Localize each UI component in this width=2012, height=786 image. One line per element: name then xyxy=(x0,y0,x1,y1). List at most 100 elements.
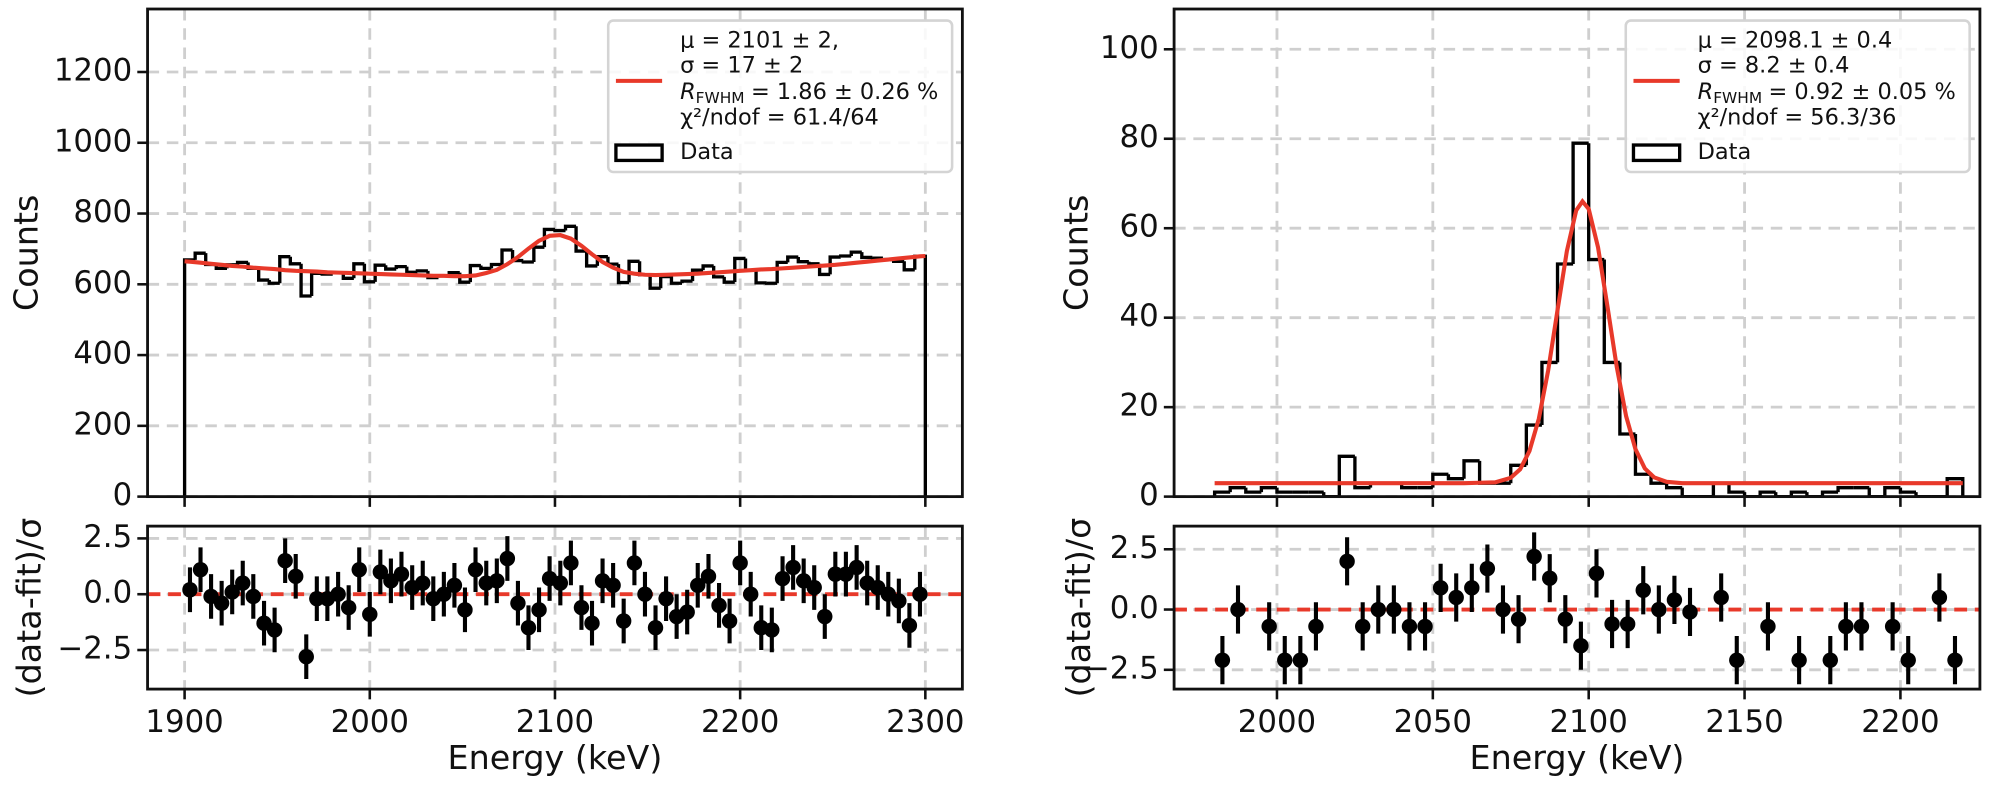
data-point xyxy=(1822,652,1838,668)
data-point xyxy=(192,561,209,578)
y-tick-label: −2.5 xyxy=(57,631,132,667)
x-tick-label: 2200 xyxy=(701,704,779,740)
data-point xyxy=(415,575,431,591)
histogram-bin xyxy=(278,255,291,284)
histogram-bin xyxy=(1337,454,1355,497)
axes-frame xyxy=(146,524,964,691)
data-point xyxy=(1604,616,1620,632)
legend-label: μ = 2101 ± 2, xyxy=(680,28,839,54)
legend-label: χ²/ndof = 56.3/36 xyxy=(1698,105,1897,131)
legend-text: = 0.92 ± 0.05 % xyxy=(1769,78,1956,104)
data-point xyxy=(732,555,748,571)
histogram-bin xyxy=(828,255,841,275)
histogram-bin xyxy=(384,265,397,271)
fit-line xyxy=(1214,197,1963,486)
data-point xyxy=(1401,618,1418,635)
histogram-bin xyxy=(235,260,249,265)
legend-symbol: R xyxy=(680,78,696,104)
histogram-bin xyxy=(288,256,302,266)
histogram-bin xyxy=(1431,472,1449,488)
data-point xyxy=(489,573,505,589)
histogram-bin xyxy=(1805,492,1823,497)
histogram-bin xyxy=(648,274,661,290)
data-point xyxy=(277,553,293,569)
data-point xyxy=(743,586,759,602)
data-point xyxy=(827,566,844,582)
data-point xyxy=(563,555,579,571)
histogram-bin xyxy=(786,255,799,263)
histogram-bin xyxy=(902,261,915,272)
y-tick-label: 800 xyxy=(73,194,132,230)
histogram-bin xyxy=(775,260,788,284)
panel: 2000 2050 2100 2150 2200 2.5 0.0 −2.5 Energy (ke… xyxy=(1059,518,1982,777)
y-tick-label: 200 xyxy=(73,406,132,442)
histogram-bin xyxy=(870,256,883,260)
legend-label: RFWHM = 0.92 ± 0.05 % xyxy=(1698,78,1956,106)
y-tick-label: 600 xyxy=(73,265,132,301)
data-point xyxy=(721,613,738,629)
data-point xyxy=(690,577,706,593)
data-point xyxy=(1573,637,1589,654)
histogram-bin xyxy=(500,248,513,265)
histogram-bin xyxy=(394,264,407,270)
y-tick-label: 0.0 xyxy=(1110,590,1159,626)
histogram-bin xyxy=(807,261,820,266)
data-point xyxy=(1370,601,1386,618)
histogram-bin xyxy=(1555,262,1574,363)
data-point xyxy=(1931,589,1948,606)
data-point xyxy=(235,575,251,591)
plot-area xyxy=(1212,141,1965,497)
histogram-bin xyxy=(1867,487,1885,497)
histogram-bin xyxy=(1883,486,1901,497)
histogram-bin xyxy=(521,260,534,264)
data-point xyxy=(213,595,230,611)
data-point xyxy=(467,561,484,578)
data-point xyxy=(436,586,452,602)
histogram-bin xyxy=(267,280,280,285)
histogram-bin xyxy=(1664,483,1683,490)
histogram-bin xyxy=(299,263,312,298)
histogram-bin xyxy=(1353,456,1371,490)
y-tick-label: 0 xyxy=(113,477,133,513)
histogram-bin xyxy=(1259,486,1277,493)
histogram-bin xyxy=(193,251,206,260)
fit-line xyxy=(184,233,926,279)
legend-label: χ²/ndof = 61.4/64 xyxy=(680,105,879,131)
data-point xyxy=(806,579,822,596)
histogram-bin xyxy=(574,226,587,253)
data-point xyxy=(679,604,695,620)
axes-frame xyxy=(1172,524,1982,691)
data-point xyxy=(362,606,378,623)
histogram-bin xyxy=(182,258,196,497)
data-point xyxy=(1464,580,1480,596)
data-point xyxy=(1542,570,1558,586)
histogram-bin xyxy=(1212,490,1231,497)
data-point xyxy=(637,586,653,602)
legend-label: σ = 8.2 ± 0.4 xyxy=(1698,53,1850,79)
data-point xyxy=(605,577,621,593)
legend-label: μ = 2098.1 ± 0.4 xyxy=(1698,28,1893,54)
x-axis-label: Energy (keV) xyxy=(448,738,663,777)
data-point xyxy=(499,550,516,567)
histogram-bin xyxy=(733,256,746,283)
x-tick-label: 2100 xyxy=(516,704,594,740)
data-point xyxy=(224,584,240,600)
x-axis-label: Energy (keV) xyxy=(1470,738,1685,777)
histogram-bin xyxy=(1680,487,1698,497)
histogram-bin xyxy=(796,257,809,264)
x-tick-label: 2000 xyxy=(331,704,409,740)
legend-subscript: FWHM xyxy=(696,89,745,107)
histogram-bin xyxy=(489,262,503,269)
y-tick-label: 400 xyxy=(73,336,132,372)
data-point xyxy=(266,622,283,638)
y-tick-label: 100 xyxy=(1100,30,1159,66)
data-point xyxy=(1619,616,1636,632)
data-point xyxy=(658,590,674,607)
y-tick-label: 80 xyxy=(1120,119,1159,155)
data-point xyxy=(615,613,632,629)
data-point xyxy=(1682,604,1698,620)
data-point xyxy=(912,586,928,602)
histogram-bin xyxy=(1244,487,1262,494)
data-point xyxy=(774,570,791,587)
